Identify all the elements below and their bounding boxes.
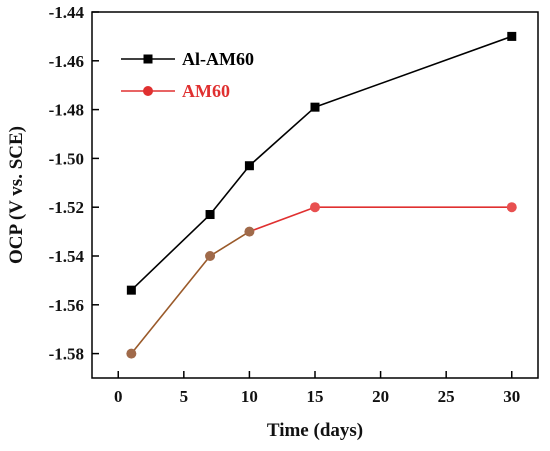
data-point (244, 161, 254, 171)
y-tick-label: -1.44 (49, 3, 85, 22)
x-axis-title: Time (days) (267, 420, 363, 441)
y-tick-label: -1.58 (49, 345, 84, 364)
axes-layer: 0 5 10 15 20 25 30 -1.58 -1.56 -1.54 -1.52 -1.50 -1.… (49, 3, 521, 406)
y-tick-label: -1.46 (49, 52, 84, 71)
data-point (244, 226, 255, 237)
series-line-segment (209, 230, 250, 257)
legend-marker (143, 86, 153, 96)
series-line-segment (130, 213, 211, 291)
data-point (506, 202, 517, 213)
y-tick-label: -1.52 (49, 198, 84, 217)
series-am60 (126, 202, 517, 359)
legend-label: AM60 (182, 81, 230, 101)
data-point (310, 202, 320, 213)
y-tick-label: -1.54 (49, 247, 85, 266)
x-tick-label: 10 (241, 387, 258, 406)
plot-frame (91, 11, 539, 379)
y-tick-label: -1.56 (49, 296, 84, 315)
x-tick-label: 30 (503, 387, 520, 406)
y-tick-label: -1.50 (49, 149, 84, 168)
legend: Al-AM60 AM60 (121, 49, 254, 101)
y-axis-title: OCP (V vs. SCE) (6, 126, 27, 264)
data-point (126, 285, 136, 295)
x-tick-label: 15 (307, 387, 324, 406)
legend-item: Al-AM60 (121, 49, 254, 69)
legend-item: AM60 (121, 81, 230, 101)
legend-label: Al-AM60 (182, 49, 254, 69)
series-line-segment (314, 35, 513, 108)
data-point (126, 348, 137, 359)
legend-marker (143, 54, 153, 64)
x-tick-label: 5 (180, 387, 189, 406)
data-point (205, 251, 216, 261)
x-tick-label: 25 (438, 387, 455, 406)
data-point (310, 102, 320, 112)
data-point (205, 210, 215, 220)
series-line-segment (209, 165, 251, 216)
series-layer (126, 31, 517, 359)
series-al-am60 (126, 31, 517, 295)
y-tick-label: -1.48 (49, 101, 84, 120)
data-point (507, 31, 517, 41)
series-line-segment (130, 255, 211, 355)
x-tick-label: 0 (114, 387, 123, 406)
series-line-segment (249, 206, 316, 233)
x-tick-label: 20 (372, 387, 389, 406)
series-line-segment (248, 106, 316, 167)
